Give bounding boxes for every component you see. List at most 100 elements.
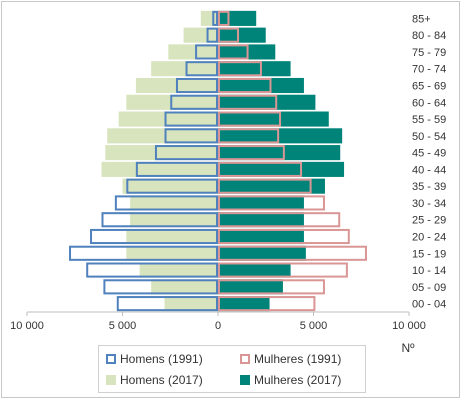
bar-homens-2017-55-59 — [118, 111, 218, 127]
bar-homens-2017-35-39 — [122, 178, 218, 194]
legend-item-homens-1991: Homens (1991) — [106, 352, 203, 366]
bar-mulheres-2017-55-59 — [218, 111, 329, 127]
bar-homens-2017-10-14 — [139, 262, 218, 278]
bar-homens-2017-25-29 — [130, 212, 218, 228]
bar-mulheres-1991-65-69 — [218, 77, 272, 94]
bar-mulheres-2017-00-04 — [218, 296, 270, 312]
x-tick-marks — [26, 312, 410, 316]
bar-homens-2017-05-09 — [151, 279, 218, 295]
bar-homens-2017-45-49 — [105, 145, 218, 161]
bar-mulheres-1991-75-79 — [218, 44, 249, 60]
bar-mulheres-1991-25-29 — [218, 212, 341, 228]
y-tick-label: 65 - 69 — [412, 81, 446, 93]
y-tick-label: 20 - 24 — [412, 232, 446, 244]
x-tick-label: 5 000 — [109, 320, 137, 332]
y-tick-label: 00 - 04 — [412, 299, 446, 311]
x-tick-label: 5 000 — [300, 320, 328, 332]
x-tick-labels: 10 000 5 000 0 5 000 10 000 — [10, 320, 426, 332]
bar-mulheres-1991-80-84 — [218, 27, 240, 43]
y-tick-label: 60 - 64 — [412, 97, 446, 109]
bar-homens-1991-10-14 — [86, 262, 218, 278]
legend-swatch-homens-2017 — [106, 375, 116, 385]
bar-homens-1991-35-39 — [126, 178, 218, 194]
bar-mulheres-2017-30-34 — [218, 195, 304, 211]
y-tick-label: 85+ — [412, 13, 431, 25]
bar-mulheres-1991-05-09 — [218, 279, 325, 295]
legend-item-mulheres-1991: Mulheres (1991) — [240, 352, 341, 366]
series-homens-2017 — [101, 10, 218, 312]
bar-homens-1991-80-84 — [206, 27, 218, 43]
bar-homens-2017-20-24 — [126, 228, 218, 245]
x-tick-label: 10 000 — [10, 320, 44, 332]
bar-mulheres-1991-10-14 — [218, 262, 348, 278]
y-tick-label: 10 - 14 — [412, 265, 446, 277]
bar-mulheres-2017-80-84 — [218, 27, 266, 43]
bar-mulheres-1991-50-54 — [218, 128, 280, 144]
y-tick-label: 75 - 79 — [412, 47, 446, 59]
bar-homens-1991-15-19 — [69, 245, 218, 261]
bar-mulheres-2017-40-44 — [218, 161, 345, 177]
bar-mulheres-1991-20-24 — [218, 228, 350, 245]
legend-swatch-homens-1991 — [106, 354, 116, 364]
bar-mulheres-2017-20-24 — [218, 228, 304, 245]
bar-mulheres-1991-45-49 — [218, 145, 285, 161]
x-tick-label: 0 — [215, 320, 221, 332]
y-tick-label: 55 - 59 — [412, 114, 446, 126]
y-tick-label: 50 - 54 — [412, 131, 446, 143]
bar-homens-1991-20-24 — [90, 228, 218, 245]
bar-mulheres-1991-85 — [218, 10, 230, 26]
bar-mulheres-1991-15-19 — [218, 245, 367, 261]
legend-item-mulheres-2017: Mulheres (2017) — [240, 373, 341, 387]
bar-homens-2017-70-74 — [151, 61, 218, 77]
bar-mulheres-1991-60-64 — [218, 94, 278, 110]
bar-homens-1991-75-79 — [195, 44, 219, 60]
bar-homens-2017-85 — [200, 10, 218, 26]
y-tick-label: 40 - 44 — [412, 164, 446, 176]
y-tick-label: 45 - 49 — [412, 148, 446, 160]
bar-mulheres-2017-25-29 — [218, 212, 304, 228]
bar-homens-1991-30-34 — [114, 195, 218, 211]
bar-homens-1991-85 — [212, 10, 219, 26]
bar-homens-1991-00-04 — [116, 296, 218, 312]
y-tick-label: 70 - 74 — [412, 64, 446, 76]
bars-layer — [69, 10, 367, 312]
bar-mulheres-2017-65-69 — [218, 77, 304, 94]
bar-homens-1991-40-44 — [135, 161, 218, 177]
bar-homens-1991-60-64 — [170, 94, 218, 110]
bar-homens-1991-55-59 — [164, 111, 219, 127]
bar-homens-1991-50-54 — [164, 128, 219, 144]
legend-swatch-mulheres-2017 — [240, 375, 250, 385]
bar-homens-2017-40-44 — [101, 161, 218, 177]
bar-mulheres-2017-70-74 — [218, 61, 291, 77]
bar-mulheres-1991-00-04 — [218, 296, 316, 312]
bar-homens-1991-25-29 — [101, 212, 218, 228]
bar-homens-1991-70-74 — [185, 61, 218, 77]
chart-legend: Homens (1991) Mulheres (1991) Homens (20… — [98, 345, 366, 393]
bar-mulheres-2017-10-14 — [218, 262, 291, 278]
bar-homens-2017-80-84 — [183, 27, 218, 43]
legend-item-homens-2017: Homens (2017) — [106, 373, 203, 387]
bar-mulheres-1991-35-39 — [218, 178, 312, 194]
bar-homens-1991-05-09 — [103, 279, 218, 295]
bar-mulheres-1991-70-74 — [218, 61, 262, 77]
bar-homens-2017-30-34 — [130, 195, 218, 211]
bar-homens-2017-75-79 — [168, 44, 218, 60]
y-tick-label: 15 - 19 — [412, 248, 446, 260]
bar-mulheres-1991-40-44 — [218, 161, 303, 177]
x-axis-label: Nº — [401, 341, 415, 355]
bar-mulheres-1991-55-59 — [218, 111, 282, 127]
y-tick-label: 05 - 09 — [412, 282, 446, 294]
bar-mulheres-2017-45-49 — [218, 145, 341, 161]
legend-swatch-mulheres-1991 — [240, 354, 250, 364]
series-mulheres-2017 — [218, 10, 345, 312]
x-tick-label: 10 000 — [392, 320, 426, 332]
series-mulheres-1991 — [218, 10, 367, 312]
legend-label-homens-2017: Homens (2017) — [120, 373, 203, 387]
bar-homens-1991-45-49 — [154, 145, 218, 161]
legend-label-mulheres-2017: Mulheres (2017) — [254, 373, 342, 387]
bar-homens-2017-00-04 — [164, 296, 218, 312]
bar-homens-1991-65-69 — [175, 77, 218, 94]
legend-label-homens-1991: Homens (1991) — [120, 352, 203, 366]
bar-homens-2017-50-54 — [107, 128, 218, 144]
